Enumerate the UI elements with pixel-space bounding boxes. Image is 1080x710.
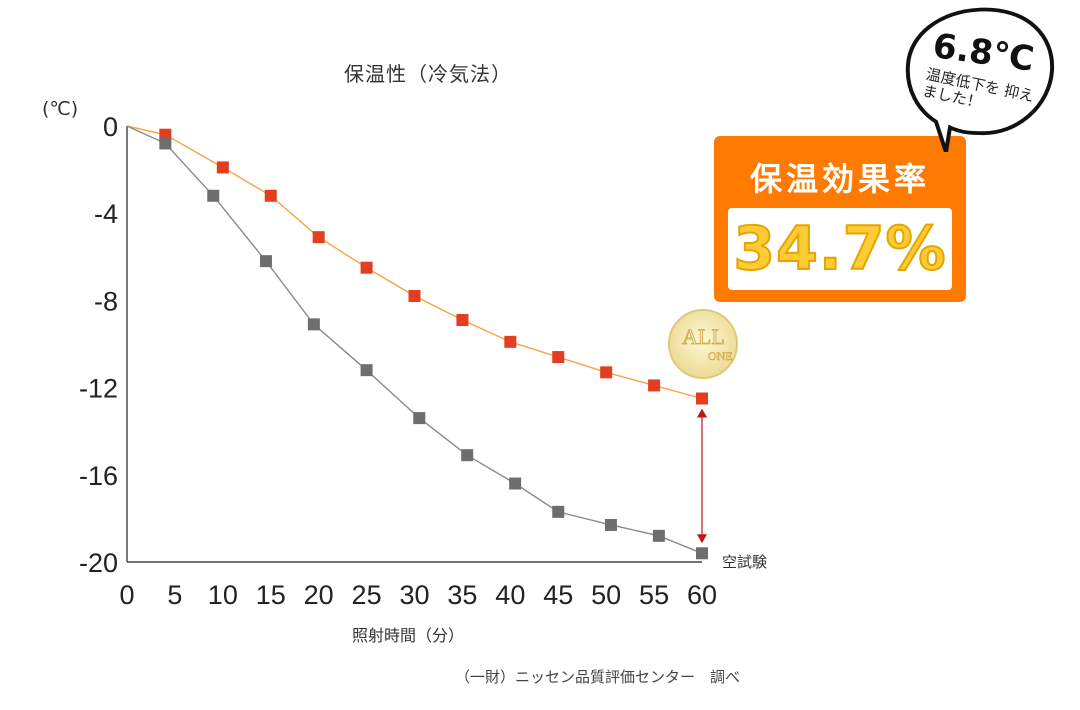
difference-arrow [697,408,707,544]
data-point-series-0 [552,351,565,364]
data-point-series-0 [456,314,469,327]
y-tick-label: -20 [79,548,118,578]
x-tick-label: 60 [687,580,717,610]
data-point-series-1 [360,364,373,377]
y-tick-label: -4 [94,199,118,229]
data-point-series-0 [408,290,421,303]
x-tick-label: 25 [352,580,382,610]
logo-text-bottom: ONE [708,349,733,363]
data-point-series-0 [360,261,373,274]
x-axis-label: 照射時間（分） [352,626,465,645]
data-point-series-1 [207,189,220,202]
y-tick-label: -12 [79,374,118,404]
x-tick-label: 35 [447,580,477,610]
data-point-series-1 [604,518,617,531]
badge-value: 34.7% [732,213,947,285]
y-tick-label: -16 [79,461,118,491]
data-point-series-1 [552,505,565,518]
data-point-series-1 [461,449,474,462]
x-tick-label: 50 [591,580,621,610]
arrow-head-up [697,408,707,418]
arrow-head-down [697,534,707,544]
x-tick-label: 0 [119,580,134,610]
x-tick-label: 20 [304,580,334,610]
blank-test-label: 空試験 [722,553,768,571]
data-point-series-0 [264,189,277,202]
data-point-series-1 [307,318,320,331]
x-tick-label: 30 [399,580,429,610]
data-point-series-1 [652,529,665,542]
data-point-series-1 [509,477,522,490]
data-point-series-0 [696,392,708,405]
series-markers [159,128,708,560]
x-tick-label: 10 [208,580,238,610]
y-tick-label: 0 [103,112,118,142]
x-tick-label: 40 [495,580,525,610]
data-point-series-1 [159,137,172,150]
x-tick-label: 15 [256,580,286,610]
badge-value-box: 34.7% [728,208,952,290]
x-tick-label: 55 [639,580,669,610]
source-note: （一財）ニッセン品質評価センター 調べ [455,668,741,686]
heat-retention-badge: 保温効果率 34.7% [714,136,966,302]
data-point-series-1 [413,412,426,425]
chart-title: 保温性（冷気法） [344,62,512,86]
x-tick-label: 5 [167,580,182,610]
data-point-series-0 [600,366,613,379]
speech-bubble [905,7,1055,152]
chart-axes [126,126,702,563]
x-tick-label: 45 [543,580,573,610]
y-unit-label: (℃) [42,98,79,120]
data-point-series-1 [259,255,272,268]
logo-text-top: ALL [682,324,725,349]
data-point-series-0 [216,161,229,174]
y-tick-label: -8 [94,286,118,316]
tick-labels: 0 5 10 15 20 25 30 35 40 45 50 55 60 0 -4 -8 -12 -16 -20 [79,112,717,610]
series-line-0 [126,125,703,400]
data-point-series-0 [648,379,661,392]
data-point-series-1 [696,547,708,560]
data-point-series-0 [312,231,325,244]
badge-title: 保温効果率 [749,160,930,198]
all-one-logo: ALL ONE [668,309,738,379]
data-point-series-0 [504,335,517,348]
